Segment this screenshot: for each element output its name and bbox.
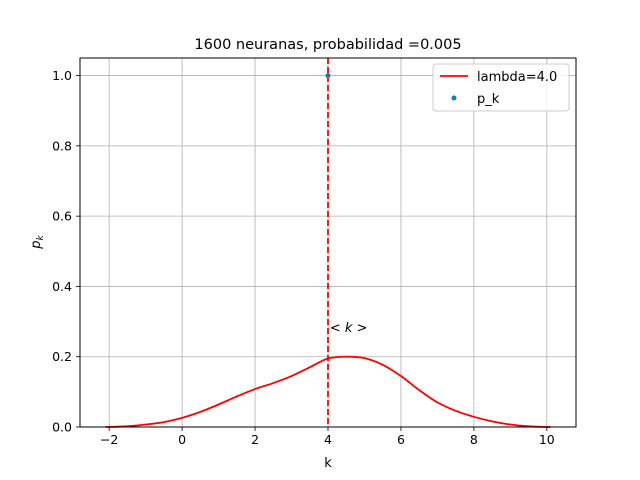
y-axis-label-subscript: k (36, 234, 46, 240)
x-tick-label: 8 (470, 432, 478, 447)
axis-ticks: −2 0 2 4 6 8 10 0.0 0.2 0.4 0.6 0.8 1.0 (52, 68, 555, 447)
legend-dot-swatch (451, 95, 457, 101)
x-tick-label: −2 (100, 432, 118, 447)
x-tick-label: 6 (397, 432, 405, 447)
chart-title: 1600 neuranas, probabilidad =0.005 (194, 37, 461, 53)
y-tick-label: 1.0 (52, 68, 72, 83)
y-axis-label: pk (29, 234, 46, 249)
y-tick-label: 0.8 (52, 138, 72, 153)
legend: lambda=4.0 p_k (432, 63, 570, 112)
x-tick-label: 2 (251, 432, 259, 447)
mean-annotation: < k > (330, 321, 368, 336)
x-axis-label: k (324, 456, 332, 471)
x-tick-label: 10 (539, 432, 555, 447)
y-tick-label: 0.2 (52, 349, 72, 364)
y-tick-label: 0.0 (52, 420, 72, 435)
y-tick-label: 0.6 (52, 209, 72, 224)
legend-label-pk: p_k (477, 92, 500, 107)
plot-series (105, 58, 551, 428)
x-tick-label: 4 (324, 432, 332, 447)
legend-label-lambda: lambda=4.0 (477, 70, 557, 85)
x-tick-label: 0 (178, 432, 186, 447)
series-line-lambda (105, 355, 551, 428)
y-axis-label-base: p (29, 240, 44, 249)
scatter-point-pk (325, 73, 331, 79)
y-tick-label: 0.4 (52, 279, 72, 294)
